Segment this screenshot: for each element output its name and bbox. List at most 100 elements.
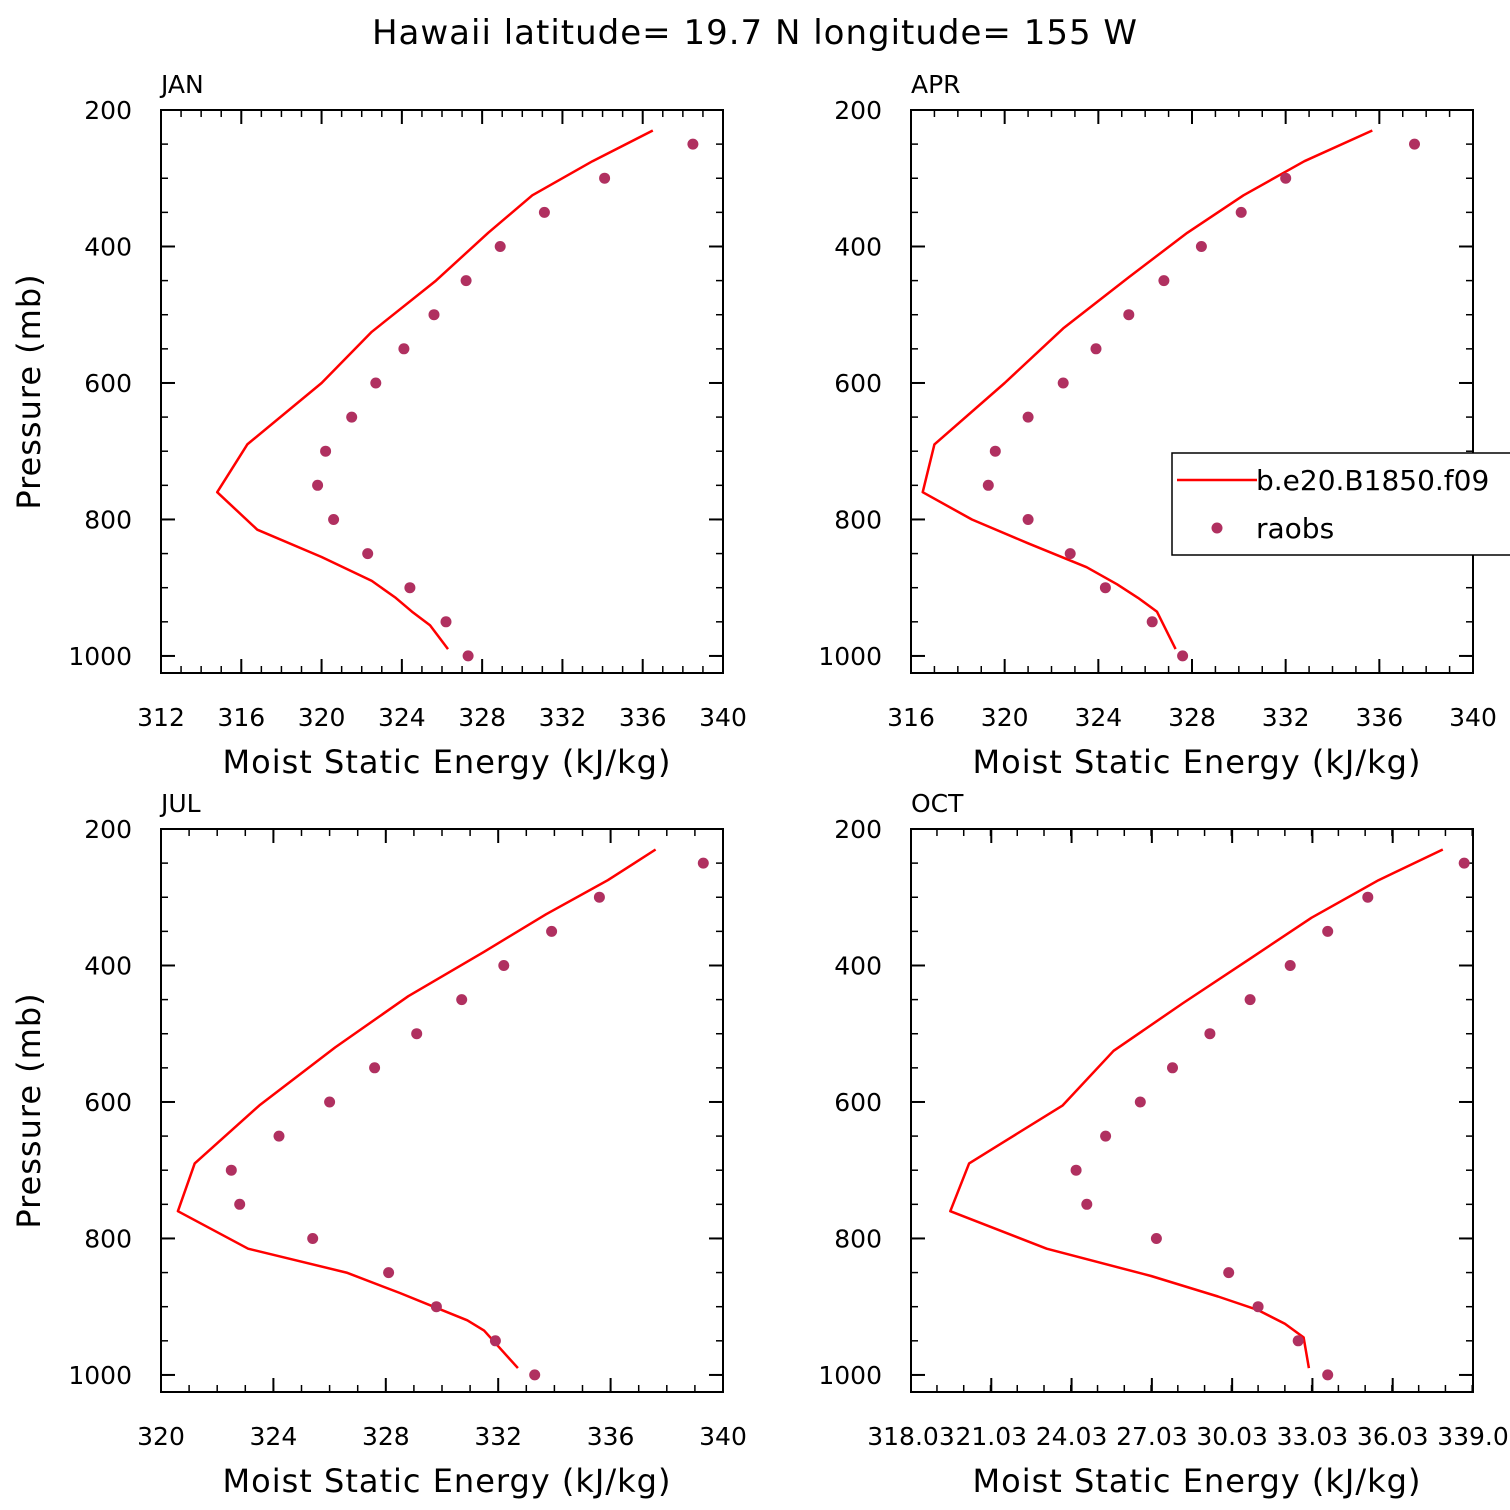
raobs-point <box>687 138 699 150</box>
raobs-point <box>489 1335 501 1347</box>
x-tick-label: 328 <box>1168 703 1216 732</box>
raobs-point <box>328 514 340 525</box>
model-series-line <box>215 129 654 650</box>
raobs-point <box>383 1267 395 1279</box>
x-tick-label: 33.03 <box>1277 1422 1349 1451</box>
x-tick-label: 336 <box>587 1422 635 1451</box>
x-tick-label: 30.03 <box>1196 1422 1268 1451</box>
raobs-point <box>456 994 468 1006</box>
y-tick-label: 400 <box>834 232 882 261</box>
raobs-point <box>1322 925 1334 937</box>
raobs-point <box>989 445 1001 457</box>
x-tick-label: 336 <box>1355 703 1403 732</box>
raobs-point <box>1057 377 1069 389</box>
legend-box <box>1171 452 1510 556</box>
raobs-point <box>225 1164 237 1176</box>
plot-frame <box>160 109 724 674</box>
panel-label: APR <box>911 70 961 99</box>
raobs-point <box>1134 1096 1146 1108</box>
x-tick-label: 316 <box>887 703 935 732</box>
x-tick-label: 332 <box>539 703 587 732</box>
raobs-point <box>546 925 558 937</box>
raobs-point <box>1100 1130 1112 1142</box>
y-tick-label: 400 <box>84 232 132 261</box>
x-tick-label: 328 <box>458 703 506 732</box>
raobs-point <box>1204 1028 1216 1040</box>
x-axis-label: Moist Static Energy (kJ/kg) <box>973 743 1422 781</box>
raobs-point <box>538 206 550 218</box>
x-tick-label: 336 <box>619 703 667 732</box>
x-tick-label: 328 <box>362 1422 410 1451</box>
y-tick-label: 800 <box>84 505 132 534</box>
plot-frame <box>910 828 1474 1393</box>
raobs-point <box>369 1062 381 1074</box>
x-tick-label: 36.03 <box>1357 1422 1429 1451</box>
y-tick-label: 1000 <box>68 642 132 671</box>
x-tick-label: 324 <box>378 703 426 732</box>
x-tick-label: 332 <box>474 1422 522 1451</box>
model-series-line <box>949 848 1444 1369</box>
raobs-point <box>1252 1301 1264 1313</box>
panel-label: JUL <box>159 789 201 818</box>
raobs-point <box>982 479 994 491</box>
raobs-point <box>234 1198 246 1210</box>
raobs-point <box>307 1233 319 1244</box>
x-tick-label: 340 <box>699 1422 747 1451</box>
y-tick-label: 600 <box>834 1088 882 1117</box>
raobs-point <box>404 582 416 594</box>
y-tick-label: 400 <box>834 951 882 980</box>
raobs-point <box>1195 241 1207 252</box>
raobs-point <box>1362 891 1374 903</box>
raobs-point <box>1081 1198 1093 1210</box>
legend-marker-swatch <box>1211 522 1223 534</box>
x-tick-label: 332 <box>1262 703 1310 732</box>
raobs-point <box>1099 582 1111 594</box>
raobs-point <box>1284 960 1296 971</box>
raobs-point <box>1064 548 1076 560</box>
y-tick-label: 200 <box>834 815 882 844</box>
raobs-point <box>1022 411 1034 423</box>
x-tick-label: 340 <box>1449 703 1497 732</box>
raobs-point <box>494 241 506 252</box>
raobs-point <box>324 1096 336 1108</box>
raobs-point <box>1409 138 1420 150</box>
raobs-point <box>1244 994 1256 1006</box>
x-tick-label: 21.03 <box>955 1422 1027 1451</box>
raobs-point <box>273 1130 285 1142</box>
x-tick-label: 318.03 <box>867 1422 954 1451</box>
y-tick-label: 200 <box>834 96 882 125</box>
raobs-point <box>1322 1369 1334 1381</box>
raobs-point <box>320 445 332 457</box>
y-tick-label: 800 <box>84 1224 132 1253</box>
panel-label: OCT <box>911 789 964 818</box>
y-tick-label: 1000 <box>68 1361 132 1390</box>
x-tick-label: 320 <box>298 703 346 732</box>
raobs-point <box>1022 514 1034 525</box>
raobs-point <box>1167 1062 1178 1074</box>
raobs-point <box>1070 1164 1082 1176</box>
y-tick-label: 200 <box>84 815 132 844</box>
raobs-point <box>498 960 510 971</box>
raobs-point <box>1292 1335 1304 1347</box>
raobs-point <box>411 1028 423 1040</box>
y-tick-label: 800 <box>834 1224 882 1253</box>
y-tick-label: 600 <box>84 369 132 398</box>
x-tick-label: 320 <box>981 703 1029 732</box>
raobs-point <box>1280 172 1292 184</box>
y-tick-label: 600 <box>84 1088 132 1117</box>
raobs-point <box>1158 275 1170 287</box>
panel-jul: 320 324 328 332 336 340 200 400 600 800 1000 JUL Moi… <box>10 789 747 1500</box>
raobs-point <box>1223 1267 1235 1279</box>
raobs-point <box>599 172 611 184</box>
raobs-point <box>1458 857 1470 869</box>
x-axis-label: Moist Static Energy (kJ/kg) <box>223 1462 672 1500</box>
raobs-point <box>440 616 452 628</box>
x-axis-label: Moist Static Energy (kJ/kg) <box>973 1462 1422 1500</box>
raobs-point <box>312 479 324 491</box>
y-tick-label: 400 <box>84 951 132 980</box>
y-tick-label: 200 <box>84 96 132 125</box>
y-tick-label: 1000 <box>818 642 882 671</box>
raobs-point <box>346 411 358 423</box>
y-tick-label: 1000 <box>818 1361 882 1390</box>
